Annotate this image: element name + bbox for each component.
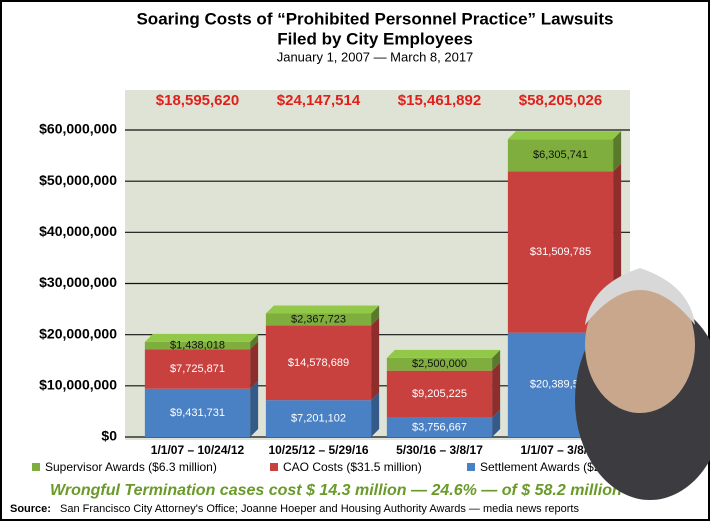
bar-side (250, 341, 258, 389)
total-label: $18,595,620 (156, 92, 239, 109)
data-label: $6,305,741 (533, 149, 588, 161)
data-label: $9,205,225 (412, 388, 467, 400)
legend-swatch (270, 463, 278, 471)
bar-side (371, 318, 379, 401)
bar-top (508, 131, 621, 139)
chart: Soaring Costs of “Prohibited Personnel P… (0, 0, 710, 521)
data-label: $3,756,667 (412, 421, 467, 433)
bar-side (250, 381, 258, 437)
bar-top (387, 350, 500, 358)
y-tick-label: $0 (101, 428, 117, 444)
bar-side (492, 363, 500, 418)
chart-subtitle: January 1, 2007 — March 8, 2017 (277, 49, 474, 64)
data-label: $7,725,871 (170, 363, 225, 375)
source: San Francisco City Attorney's Office; Jo… (60, 503, 579, 515)
source-label: Source: (10, 503, 51, 515)
y-tick-label: $40,000,000 (39, 223, 117, 239)
x-tick-label: 1/1/07 – 10/24/12 (151, 443, 245, 457)
y-tick-label: $60,000,000 (39, 121, 117, 137)
y-tick-label: $50,000,000 (39, 172, 117, 188)
total-label: $15,461,892 (398, 92, 481, 109)
y-tick-label: $20,000,000 (39, 325, 117, 341)
y-tick-label: $10,000,000 (39, 377, 117, 393)
chart-title-line2: Filed by City Employees (277, 29, 473, 48)
data-label: $9,431,731 (170, 407, 225, 419)
chart-title: Soaring Costs of “Prohibited Personnel P… (136, 9, 613, 28)
bar-top (266, 305, 379, 313)
data-label: $14,578,689 (288, 357, 349, 369)
data-label: $7,201,102 (291, 412, 346, 424)
data-label: $1,438,018 (170, 339, 225, 351)
total-label: $24,147,514 (277, 92, 361, 109)
x-tick-label: 10/25/12 – 5/29/16 (268, 443, 368, 457)
data-label: $31,509,785 (530, 246, 591, 258)
total-label: $58,205,026 (519, 92, 602, 109)
data-label: $2,367,723 (291, 313, 346, 325)
legend-swatch (32, 463, 40, 471)
legend-label: Supervisor Awards ($6.3 million) (45, 460, 217, 474)
annotation: Wrongful Termination cases cost $ 14.3 m… (50, 482, 660, 499)
legend-swatch (467, 463, 475, 471)
data-label: $2,500,000 (412, 358, 467, 370)
x-tick-label: 5/30/16 – 3/8/17 (396, 443, 483, 457)
legend-label: CAO Costs ($31.5 million) (283, 460, 422, 474)
y-tick-label: $30,000,000 (39, 274, 117, 290)
page: Soaring Costs of “Prohibited Personnel P… (0, 0, 710, 521)
